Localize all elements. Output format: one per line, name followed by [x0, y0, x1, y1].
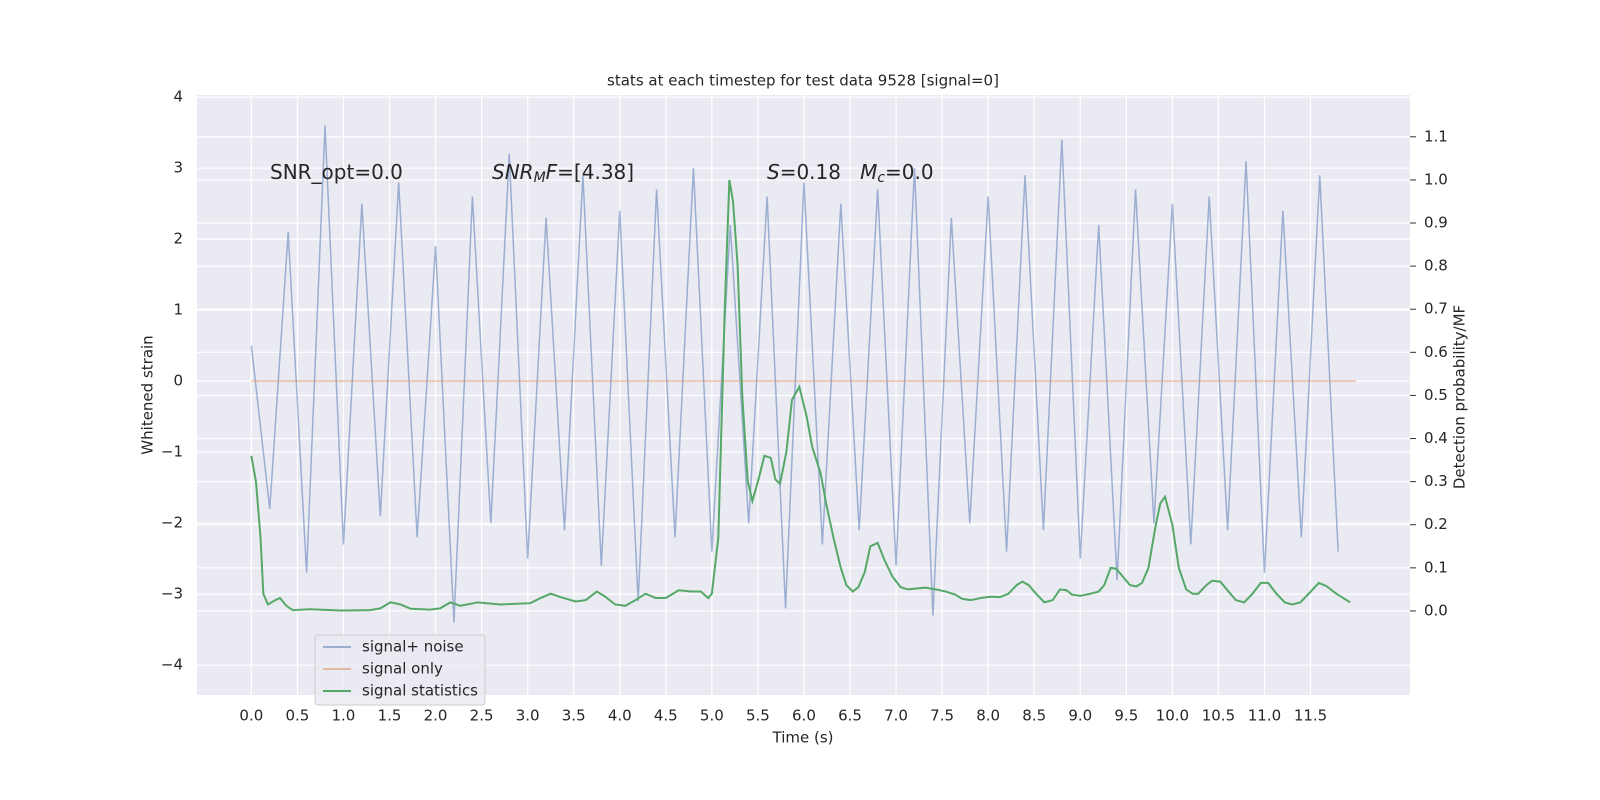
y-tick-label: 0 [173, 372, 183, 390]
annotation-part: M [534, 170, 546, 186]
y2-tick-label: 0.2 [1424, 515, 1448, 533]
x-tick-label: 5.5 [746, 707, 770, 725]
y-tick-label: 1 [173, 301, 183, 319]
chart-title: stats at each timestep for test data 952… [607, 72, 999, 90]
x-tick-label: 7.0 [884, 707, 908, 725]
y-tick-label: −4 [161, 656, 183, 674]
x-tick-label: 10.0 [1156, 707, 1189, 725]
y2-tick-label: 0.7 [1424, 300, 1448, 318]
annotation-part: M [860, 160, 877, 184]
x-tick-label: 6.0 [792, 707, 816, 725]
x-tick-label: 5.0 [700, 707, 724, 725]
x-tick-label: 2.0 [424, 707, 448, 725]
y2-tick-label: 0.0 [1424, 601, 1448, 619]
x-axis-label: Time (s) [772, 729, 834, 747]
legend: signal+ noise signal only signal statistic… [314, 634, 486, 706]
x-tick-label: 6.5 [838, 707, 862, 725]
y-tick-label: −3 [161, 585, 183, 603]
x-tick-label: 11.5 [1294, 707, 1327, 725]
annotation-part: =[4.38] [557, 160, 634, 184]
legend-label: signal only [362, 660, 443, 678]
y2-tick-label: 1.1 [1424, 127, 1448, 145]
y2-axis-label: Detection probability/MF [1451, 305, 1469, 489]
annotation: SNR_opt=0.0 [270, 160, 403, 184]
x-tick-label: 9.5 [1114, 707, 1138, 725]
legend-label: signal statistics [362, 682, 478, 700]
y-tick-label: 3 [173, 159, 183, 177]
x-tick-label: 2.5 [470, 707, 494, 725]
x-tick-label: 4.0 [608, 707, 632, 725]
x-tick-label: 3.5 [562, 707, 586, 725]
legend-box [314, 634, 486, 706]
annotation-part: =0.0 [885, 160, 934, 184]
annotation-part: S [767, 160, 780, 184]
x-tick-label: 0.0 [239, 707, 263, 725]
annotation-part: =0.18 [780, 160, 860, 184]
x-tick-label: 1.0 [332, 707, 356, 725]
y2-tick-label: 0.5 [1424, 386, 1448, 404]
y-tick-label: −1 [161, 443, 183, 461]
y2-tick-label: 0.8 [1424, 257, 1448, 275]
x-tick-label: 4.5 [654, 707, 678, 725]
x-tick-label: 9.0 [1068, 707, 1092, 725]
annotation-part: F [546, 160, 558, 184]
annotation-part: SNR [492, 160, 534, 184]
x-tick-label: 11.0 [1248, 707, 1281, 725]
annotation: S=0.18 Mc=0.0 [767, 160, 934, 187]
series-line [250, 179, 1351, 612]
y2-tick-label: 0.6 [1424, 343, 1448, 361]
annotations: SNR_opt=0.0 SNRMF=[4.38] S=0.18 Mc=0.0 [270, 160, 934, 187]
x-tick-label: 7.5 [930, 707, 954, 725]
y2-tick-label: 1.0 [1424, 170, 1448, 188]
y-tick-label: −2 [161, 514, 183, 532]
y2-tick-label: 0.3 [1424, 472, 1448, 490]
y-tick-label: 4 [173, 88, 183, 106]
y2-tick-label: 0.9 [1424, 214, 1448, 232]
y-tick-label: 2 [173, 230, 183, 248]
x-tick-label: 8.0 [976, 707, 1000, 725]
x-tick-label: 0.5 [285, 707, 309, 725]
annotation-part: c [877, 170, 885, 186]
y2-tick-label: 0.4 [1424, 429, 1448, 447]
x-tick-label: 10.5 [1202, 707, 1235, 725]
annotation-part: SNR_opt=0.0 [270, 160, 403, 184]
x-tick-label: 1.5 [378, 707, 402, 725]
y-axis-label: Whitened strain [139, 335, 157, 454]
legend-label: signal+ noise [362, 638, 464, 656]
marks [250, 125, 1356, 623]
x-tick-label: 8.5 [1022, 707, 1046, 725]
x-tick-label: 3.0 [516, 707, 540, 725]
y2-tick-label: 0.1 [1424, 558, 1448, 576]
annotation: SNRMF=[4.38] [492, 160, 634, 187]
